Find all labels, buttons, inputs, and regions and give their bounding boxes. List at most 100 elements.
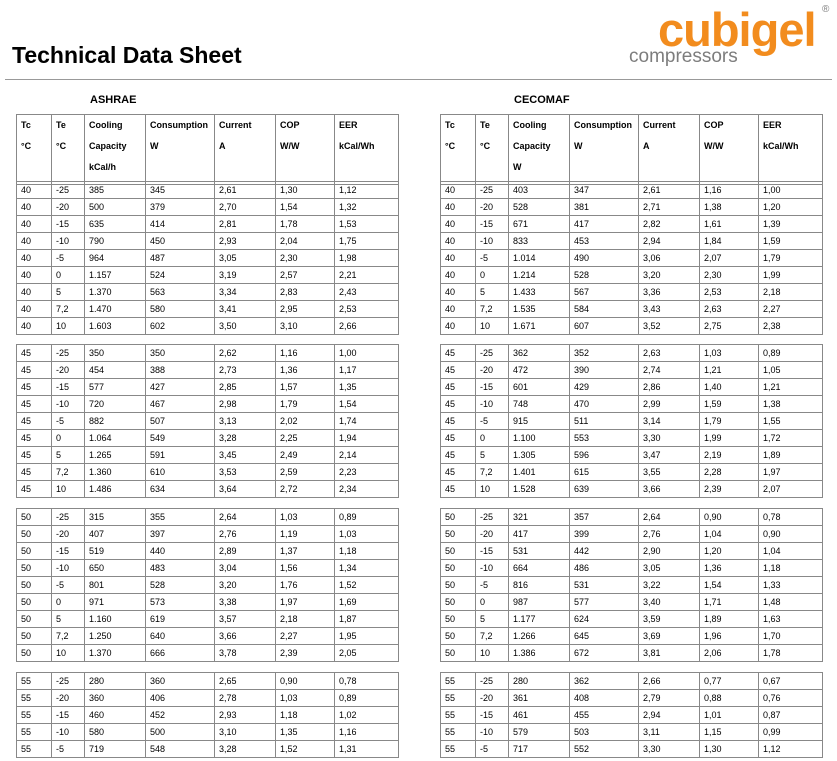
- data-row: 45 -5 915 511 3,14 1,79 1,55: [440, 412, 823, 430]
- data-cell: 3,47: [638, 446, 700, 464]
- data-cell: 45: [16, 361, 52, 379]
- data-row: 40 7,2 1.535 584 3,43 2,63 2,27: [440, 300, 823, 318]
- data-cell: 1.486: [84, 480, 146, 498]
- data-cell: -25: [475, 181, 509, 199]
- data-cell: -20: [51, 689, 85, 707]
- data-cell: 2,93: [214, 232, 276, 250]
- data-cell: 3,43: [638, 300, 700, 318]
- header-row: Tc °C Te °C Cooling Capacity kCal/h Consumption…: [16, 114, 399, 185]
- header-cell: Current A: [638, 114, 700, 185]
- data-cell: 50: [440, 542, 476, 560]
- data-cell: 1,16: [275, 344, 335, 362]
- data-row: 40 -15 635 414 2,81 1,78 1,53: [16, 215, 399, 233]
- data-row: 40 5 1.433 567 3,36 2,53 2,18: [440, 283, 823, 301]
- data-cell: 345: [145, 181, 215, 199]
- data-cell: -10: [51, 723, 85, 741]
- header-cell: COP W/W: [699, 114, 759, 185]
- data-cell: 548: [145, 740, 215, 758]
- header-cell: Tc °C: [440, 114, 476, 185]
- data-cell: 720: [84, 395, 146, 413]
- data-cell: 1.370: [84, 644, 146, 662]
- data-cell: 1.535: [508, 300, 570, 318]
- data-cell: 2,06: [699, 644, 759, 662]
- data-cell: 1.250: [84, 627, 146, 645]
- data-cell: 2,57: [275, 266, 335, 284]
- data-cell: -10: [475, 723, 509, 741]
- data-cell: 452: [145, 706, 215, 724]
- data-cell: 2,30: [699, 266, 759, 284]
- data-cell: -5: [51, 412, 85, 430]
- data-cell: 2,76: [638, 525, 700, 543]
- header-cell: Te °C: [51, 114, 85, 185]
- data-cell: 1,76: [275, 576, 335, 594]
- data-cell: 7,2: [51, 300, 85, 318]
- data-cell: 1,74: [334, 412, 399, 430]
- data-cell: 528: [145, 576, 215, 594]
- data-cell: 3,14: [638, 412, 700, 430]
- data-cell: 45: [16, 480, 52, 498]
- data-cell: 40: [16, 317, 52, 335]
- data-cell: 607: [569, 317, 639, 335]
- data-cell: -10: [51, 395, 85, 413]
- data-cell: 3,10: [275, 317, 335, 335]
- data-cell: 45: [440, 429, 476, 447]
- data-cell: 2,76: [214, 525, 276, 543]
- data-row: 55 -15 461 455 2,94 1,01 0,87: [440, 706, 823, 724]
- data-cell: 553: [569, 429, 639, 447]
- header-text: W: [513, 162, 522, 172]
- data-row: 40 -5 964 487 3,05 2,30 1,98: [16, 249, 399, 267]
- data-row: 50 10 1.386 672 3,81 2,06 1,78: [440, 644, 823, 662]
- header-cell: Te °C: [475, 114, 509, 185]
- data-cell: 2,49: [275, 446, 335, 464]
- data-cell: 0,76: [758, 689, 823, 707]
- data-row: 45 7,2 1.401 615 3,55 2,28 1,97: [440, 463, 823, 481]
- header-text: Consumption: [574, 120, 632, 130]
- data-cell: 671: [508, 215, 570, 233]
- data-cell: 610: [145, 463, 215, 481]
- data-cell: -5: [475, 576, 509, 594]
- data-cell: 1,69: [334, 593, 399, 611]
- data-cell: 1,54: [334, 395, 399, 413]
- data-cell: 615: [569, 463, 639, 481]
- data-cell: 1,38: [699, 198, 759, 216]
- data-cell: 1,48: [758, 593, 823, 611]
- header-text: EER: [763, 120, 782, 130]
- data-cell: 507: [145, 412, 215, 430]
- data-cell: 1,59: [758, 232, 823, 250]
- data-table: 40 -25 403 347 2,61 1,16 1,00 40 -20 528 381 2,71 1,…: [440, 181, 823, 335]
- data-cell: 50: [440, 644, 476, 662]
- data-cell: 1,78: [275, 215, 335, 233]
- data-cell: 55: [16, 672, 52, 690]
- data-cell: 2,72: [275, 480, 335, 498]
- header-text: W: [574, 141, 583, 151]
- data-table: 55 -25 280 360 2,65 0,90 0,78 55 -20 360 406 2,78 1,…: [16, 672, 399, 758]
- data-cell: 601: [508, 378, 570, 396]
- data-cell: 50: [440, 576, 476, 594]
- data-cell: 1,03: [334, 525, 399, 543]
- data-cell: 573: [145, 593, 215, 611]
- data-cell: 315: [84, 508, 146, 526]
- data-cell: 40: [16, 249, 52, 267]
- logo-mark: ®: [822, 4, 830, 15]
- data-row: 50 -20 407 397 2,76 1,19 1,03: [16, 525, 399, 543]
- data-table: 50 -25 321 357 2,64 0,90 0,78 50 -20 417 399 2,76 1,…: [440, 508, 823, 662]
- data-cell: 5: [51, 610, 85, 628]
- data-cell: 1,56: [275, 559, 335, 577]
- data-cell: 483: [145, 559, 215, 577]
- data-cell: 454: [84, 361, 146, 379]
- data-cell: 1,30: [275, 181, 335, 199]
- data-cell: 645: [569, 627, 639, 645]
- data-cell: 399: [569, 525, 639, 543]
- data-row: 40 -15 671 417 2,82 1,61 1,39: [440, 215, 823, 233]
- data-cell: 3,57: [214, 610, 276, 628]
- data-cell: 531: [508, 542, 570, 560]
- data-cell: 3,13: [214, 412, 276, 430]
- data-cell: 3,10: [214, 723, 276, 741]
- data-row: 50 5 1.160 619 3,57 2,18 1,87: [16, 610, 399, 628]
- data-cell: 3,06: [638, 249, 700, 267]
- data-cell: 40: [440, 266, 476, 284]
- data-cell: 1.528: [508, 480, 570, 498]
- data-cell: 3,50: [214, 317, 276, 335]
- data-cell: 40: [440, 249, 476, 267]
- data-cell: 635: [84, 215, 146, 233]
